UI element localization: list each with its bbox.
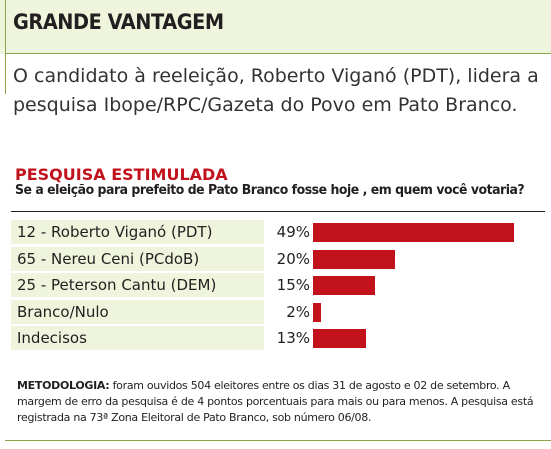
header-bottom-rule <box>5 53 551 54</box>
chart-row: Branco/Nulo 2% <box>11 299 545 324</box>
methodology-note: METODOLOGIA: foram ouvidos 504 eleitores… <box>17 378 543 426</box>
header-band <box>0 0 551 54</box>
bar <box>313 249 395 269</box>
category-label: Indecisos <box>11 326 264 350</box>
question-rule <box>11 211 545 212</box>
poll-question: Se a eleição para prefeito de Pato Branc… <box>15 183 525 198</box>
chart-row: 12 - Roberto Viganó (PDT) 49% <box>11 220 545 244</box>
bar <box>313 223 514 242</box>
bar <box>313 302 322 322</box>
category-label: 65 - Nereu Ceni (PCdoB) <box>11 246 264 271</box>
category-label: 25 - Peterson Cantu (DEM) <box>11 273 264 297</box>
methodology-text: foram ouvidos 504 eleitores entre os dia… <box>17 379 534 424</box>
bottom-rule <box>5 440 551 441</box>
header-left-rule <box>5 0 6 54</box>
category-label: 12 - Roberto Viganó (PDT) <box>11 220 264 244</box>
bar <box>313 329 367 348</box>
chart-row: 25 - Peterson Cantu (DEM) 15% <box>11 273 545 297</box>
poll-title: PESQUISA ESTIMULADA <box>15 165 228 184</box>
results-bar-chart: 12 - Roberto Viganó (PDT) 49% 65 - Nereu C… <box>11 220 545 358</box>
data-label: 15% <box>276 276 310 294</box>
data-label: 2% <box>286 302 310 321</box>
intro-text: O candidato à reeleição, Roberto Viganó … <box>13 65 539 116</box>
chart-row: 65 - Nereu Ceni (PCdoB) 20% <box>11 246 545 271</box>
bar <box>313 276 375 295</box>
chart-row: Indecisos 13% <box>11 326 545 350</box>
intro-left-rule <box>5 54 6 94</box>
data-label: 20% <box>276 249 310 268</box>
data-label: 49% <box>276 223 310 241</box>
methodology-lead: METODOLOGIA: <box>17 379 110 392</box>
page-title: GRANDE VANTAGEM <box>13 10 224 34</box>
category-label: Branco/Nulo <box>11 299 264 324</box>
data-label: 13% <box>276 329 310 347</box>
